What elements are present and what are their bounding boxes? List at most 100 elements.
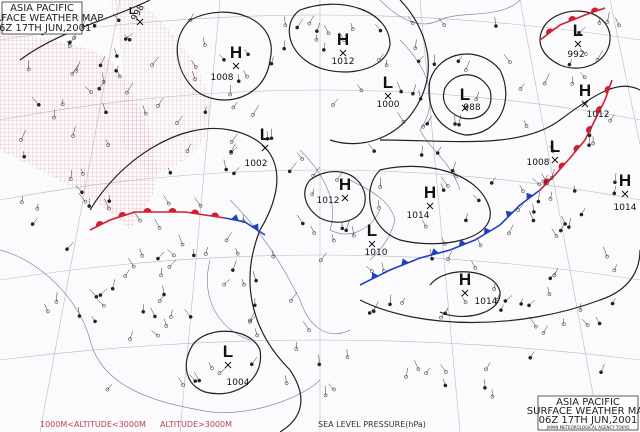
- wind-barb: [415, 39, 417, 49]
- station: [401, 119, 406, 124]
- wind-barb: [290, 292, 298, 301]
- station: [150, 63, 155, 67]
- wind-barb: [520, 298, 523, 304]
- station: [123, 274, 128, 278]
- wind-barb: [104, 198, 110, 209]
- wind-barb: [115, 65, 119, 71]
- header-box: ASIA PACIFIC SURFACE WEATHER MAP 06Z 17T…: [0, 1, 103, 35]
- wind-barb: [37, 203, 39, 209]
- center-value: 1008: [527, 158, 550, 168]
- wind-barb: [366, 265, 373, 272]
- front-symbol: [458, 239, 467, 247]
- wind-barb: [252, 104, 260, 116]
- center-cross: [341, 194, 349, 202]
- legend-pressure: SEA LEVEL PRESSURE(hPa): [318, 420, 426, 429]
- wind-barb: [219, 54, 225, 60]
- wind-barb: [129, 331, 133, 340]
- center-value: 1004: [227, 378, 250, 388]
- wind-barb: [551, 168, 555, 179]
- center-symbol: L: [550, 137, 560, 156]
- wind-barb: [205, 106, 207, 113]
- center-value: 1010: [365, 248, 388, 258]
- wind-barb: [323, 42, 326, 50]
- wind-barb: [599, 16, 601, 23]
- wind-barb: [167, 167, 171, 173]
- wind-barb: [289, 162, 297, 172]
- front-symbol: [573, 145, 581, 153]
- station: [255, 333, 260, 338]
- center-value: 988: [463, 103, 480, 113]
- station: [332, 387, 336, 392]
- wind-barb: [581, 318, 588, 326]
- wind-barb: [607, 12, 610, 23]
- wind-barb: [520, 83, 525, 90]
- wind-barb: [389, 294, 392, 305]
- station: [439, 315, 443, 320]
- wind-barb: [440, 364, 447, 373]
- station: [492, 287, 496, 291]
- station: [157, 299, 162, 304]
- station: [518, 87, 523, 91]
- wind-barb: [497, 293, 500, 300]
- center-cross: [581, 100, 589, 108]
- wind-barb: [312, 188, 315, 195]
- wind-barb: [405, 367, 409, 377]
- wind-barb: [133, 210, 141, 221]
- front-symbol: [401, 258, 409, 266]
- wind-barb: [412, 84, 417, 94]
- wind-barb: [176, 115, 183, 124]
- wind-barb: [580, 72, 585, 78]
- center-symbol: L: [260, 125, 270, 144]
- wind-barb: [163, 195, 169, 204]
- front-symbol: [168, 208, 177, 212]
- center-value: 1012: [587, 110, 610, 120]
- center-symbol: L: [573, 21, 583, 40]
- station: [251, 113, 255, 117]
- station: [608, 118, 613, 123]
- wind-barb: [600, 363, 605, 373]
- wind-barb: [142, 105, 146, 114]
- wind-barb: [336, 171, 343, 181]
- wind-barb: [249, 315, 256, 322]
- station: [156, 104, 160, 108]
- wind-barb: [170, 309, 173, 317]
- wind-barb: [310, 225, 315, 234]
- wind-barb: [154, 218, 160, 228]
- station: [554, 234, 559, 238]
- wind-barb: [438, 18, 445, 26]
- front-symbol: [526, 192, 534, 200]
- center-symbol: H: [579, 81, 591, 100]
- wind-barb: [114, 48, 118, 57]
- station: [605, 20, 610, 24]
- center-symbol: H: [424, 183, 436, 202]
- front-symbol: [251, 223, 259, 231]
- station: [595, 57, 600, 62]
- wind-barb: [23, 151, 25, 157]
- station: [74, 68, 79, 73]
- station: [370, 269, 374, 274]
- wind-barb: [597, 49, 604, 60]
- station: [307, 21, 312, 26]
- wind-barb: [346, 349, 348, 358]
- wind-barb: [194, 197, 201, 206]
- wind-barb: [162, 285, 165, 295]
- station: [175, 121, 179, 125]
- front-symbol: [143, 208, 152, 212]
- wind-barb: [102, 102, 107, 113]
- station: [521, 189, 525, 194]
- wind-barb: [414, 360, 419, 370]
- station: [193, 77, 197, 82]
- wind-barb: [471, 260, 476, 269]
- center-symbol: H: [339, 175, 351, 194]
- wind-barb: [313, 166, 320, 176]
- station: [508, 60, 512, 65]
- station: [156, 333, 160, 338]
- station: [168, 315, 173, 319]
- wind-barb: [569, 59, 573, 65]
- station: [495, 297, 500, 302]
- center-value: 1014: [407, 211, 430, 221]
- station: [172, 253, 176, 258]
- wind-barb: [230, 143, 236, 152]
- center-value: 1012: [332, 57, 355, 67]
- station: [541, 179, 546, 184]
